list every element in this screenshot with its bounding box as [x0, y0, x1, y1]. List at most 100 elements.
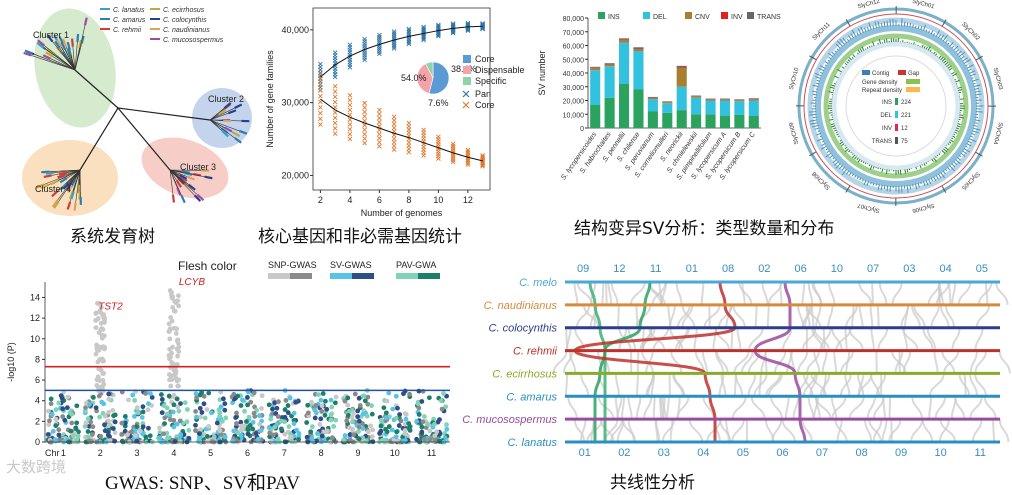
snp-point [328, 418, 333, 423]
track-max-0: 224 [901, 100, 912, 106]
legend-marker-4 [463, 102, 469, 108]
snp-point [193, 423, 198, 428]
track-label-1: DEL [880, 113, 892, 119]
synteny-link [944, 351, 958, 374]
snp-point [171, 410, 176, 415]
legend-label-4: Core [475, 100, 495, 110]
snp-point [162, 421, 167, 426]
legend-swatch-0 [598, 12, 605, 19]
snp-point [74, 403, 79, 408]
snp-point [366, 429, 371, 434]
sv-bar [848, 60, 850, 62]
snp-point [103, 428, 108, 433]
snp-point [178, 432, 183, 437]
snp-point [293, 400, 298, 405]
bar-ins [691, 114, 701, 128]
synteny-link [859, 282, 871, 305]
data-point-core [333, 90, 337, 94]
snp-point [334, 395, 339, 400]
legend-label-2: Specific [475, 76, 507, 86]
snp-point [329, 405, 334, 410]
sv-bar [865, 163, 866, 164]
sv-bar [942, 59, 945, 62]
snp-point [90, 432, 95, 437]
data-point-pan [348, 43, 352, 47]
bar-trans [677, 66, 687, 67]
snp-point [305, 403, 310, 408]
snp-point [71, 433, 76, 438]
density-bar [818, 131, 820, 132]
density-bar [842, 167, 845, 170]
data-point-core [318, 117, 322, 121]
sv-bar [836, 132, 837, 133]
sv-bar [958, 90, 962, 91]
data-point-pan [363, 37, 367, 41]
bar-cnv [590, 68, 600, 70]
snp-point [315, 431, 320, 436]
chromosome-label: SlyCh09 [789, 121, 801, 145]
synteny-link [952, 282, 955, 305]
bottom-chr-label: 04 [697, 447, 709, 458]
synteny-link [904, 351, 910, 374]
snp-point [422, 437, 427, 442]
data-point-core [363, 101, 367, 105]
bar-del [705, 101, 715, 115]
snp-point [113, 419, 118, 424]
synteny-link [636, 305, 637, 328]
data-point-core [436, 135, 440, 139]
snp-point [394, 429, 399, 434]
data-point-core [333, 121, 337, 125]
density-bar [832, 52, 835, 54]
sv-bar [949, 142, 951, 143]
snp-point [157, 426, 162, 431]
top-chr-label: 10 [831, 263, 843, 275]
peak-point [173, 300, 178, 305]
snp-point [422, 414, 427, 419]
peak-point [169, 295, 174, 300]
synteny-link [733, 396, 746, 419]
track-max-1: 221 [901, 113, 912, 119]
sv-bar [939, 154, 940, 155]
data-point-core [392, 115, 396, 119]
synteny-link [566, 373, 567, 396]
synteny-link [612, 282, 618, 305]
sv-bar [842, 67, 844, 69]
snp-point [242, 409, 247, 414]
snp-point [143, 435, 148, 440]
synteny-link [828, 305, 832, 328]
legend-label-4: TRANS [757, 14, 781, 21]
snp-point [287, 424, 292, 429]
snp-point [381, 405, 386, 410]
bar-trans [605, 63, 615, 64]
data-point-core [392, 137, 396, 141]
data-point-core [318, 72, 322, 76]
density-bar [846, 171, 849, 175]
snp-point [401, 438, 406, 443]
x-tick-label: 6 [377, 195, 382, 205]
bottom-chr-label: 11 [975, 447, 986, 458]
data-point-core [348, 103, 352, 107]
sv-bar [887, 39, 888, 43]
snp-point [200, 410, 205, 415]
sv-bar [831, 124, 834, 125]
bar-inv [619, 40, 629, 41]
data-point-core [407, 121, 411, 125]
snp-point [46, 432, 51, 437]
peak-point [99, 326, 104, 331]
peak-point [176, 293, 181, 298]
synteny-link [566, 328, 567, 351]
snp-point [101, 401, 106, 406]
snp-point [86, 416, 91, 421]
synteny-link [1000, 351, 1010, 374]
snp-point [331, 424, 336, 429]
snp-point [317, 422, 322, 427]
synteny-link [737, 328, 740, 351]
snp-point [212, 435, 217, 440]
snp-point [244, 419, 249, 424]
snp-point [183, 400, 188, 405]
snp-point [143, 391, 148, 396]
data-point-core [318, 83, 322, 87]
sv-bar [869, 164, 870, 166]
snp-point [94, 405, 99, 410]
